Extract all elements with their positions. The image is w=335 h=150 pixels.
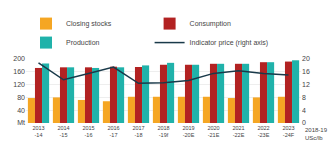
svg-text:2021-22E: 2021-22E — [232, 125, 244, 138]
svg-text:12: 12 — [302, 81, 310, 88]
svg-text:16: 16 — [302, 68, 310, 75]
svg-text:Consumption: Consumption — [190, 20, 231, 28]
svg-text:200: 200 — [13, 55, 25, 62]
svg-text:20: 20 — [302, 55, 310, 62]
svg-text:2017-18: 2017-18 — [132, 125, 144, 138]
svg-text:4: 4 — [302, 107, 306, 114]
svg-text:8: 8 — [302, 94, 306, 101]
svg-text:Closing stocks: Closing stocks — [66, 20, 112, 28]
svg-text:2018-19USc/lb: 2018-19USc/lb — [305, 127, 328, 141]
svg-text:2013-14: 2013-14 — [32, 125, 44, 138]
svg-text:2015-16: 2015-16 — [82, 125, 94, 138]
svg-text:2023-24F: 2023-24F — [282, 125, 294, 138]
svg-text:40: 40 — [17, 107, 25, 114]
svg-text:2016-17: 2016-17 — [107, 125, 119, 138]
svg-text:Mt: Mt — [17, 119, 25, 126]
svg-text:2020-21E: 2020-21E — [207, 125, 219, 138]
svg-text:2018-19f: 2018-19f — [157, 125, 169, 138]
svg-text:0: 0 — [302, 119, 306, 126]
svg-text:2019-20E: 2019-20E — [182, 125, 194, 138]
svg-text:Production: Production — [66, 39, 100, 46]
svg-text:Indicator price (right axis): Indicator price (right axis) — [190, 39, 269, 47]
svg-text:2022-23E: 2022-23E — [257, 125, 269, 138]
svg-text:120: 120 — [13, 81, 25, 88]
svg-text:80: 80 — [17, 94, 25, 101]
svg-text:160: 160 — [13, 68, 25, 75]
svg-text:2014-15: 2014-15 — [57, 125, 69, 138]
